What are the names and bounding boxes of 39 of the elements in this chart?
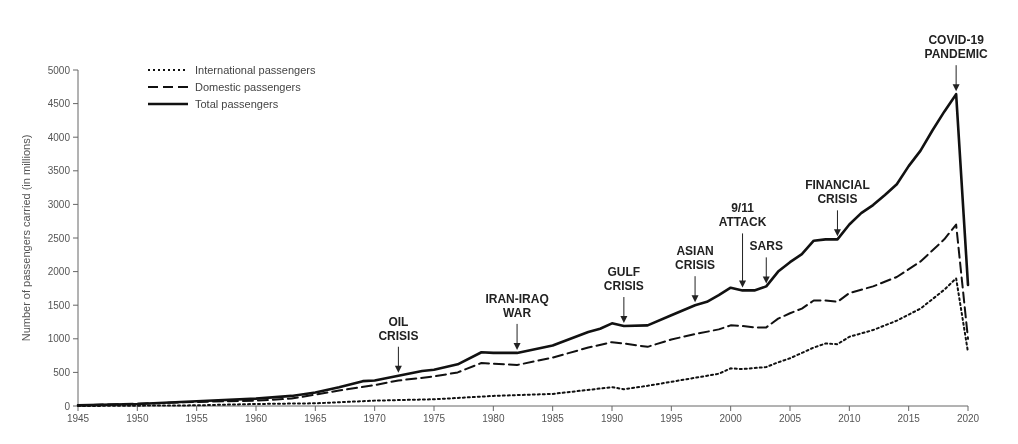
x-tick-label: 1980 [482, 413, 505, 424]
annotation: SARS [749, 239, 783, 254]
y-tick-label: 2500 [47, 232, 71, 244]
annotation: FINANCIAL CRISIS [805, 178, 870, 207]
y-tick-label: 1500 [47, 299, 71, 311]
x-tick-label: 1970 [363, 413, 387, 424]
y-tick-label: 0 [64, 400, 71, 412]
annotation: OIL CRISIS [378, 314, 419, 343]
annotation: ASIAN CRISIS [675, 244, 716, 273]
x-tick-label: 1995 [660, 413, 683, 424]
y-tick-label: 5000 [47, 64, 71, 76]
x-tick-label: 2010 [838, 413, 861, 424]
legend-label: International passengers [195, 63, 316, 76]
annotation: GULF CRISIS [603, 265, 644, 294]
annotation: 9/11 ATTACK [718, 201, 767, 230]
legend-label: Domestic passengers [195, 80, 302, 93]
legend-label: Total passengers [195, 97, 279, 110]
y-tick-label: 500 [53, 366, 71, 378]
x-tick-label: 2020 [956, 413, 980, 424]
x-tick-label: 1990 [600, 413, 624, 424]
x-tick-label: 1965 [304, 413, 327, 424]
y-tick-label: 3500 [47, 165, 71, 177]
y-tick-label: 2000 [47, 266, 71, 278]
x-tick-label: 1985 [541, 413, 565, 424]
x-tick-label: 2005 [778, 413, 802, 424]
x-tick-label: 1960 [244, 413, 268, 424]
x-tick-label: 2000 [719, 413, 743, 424]
y-tick-label: 1000 [47, 333, 71, 345]
x-tick-label: 1945 [66, 413, 90, 424]
x-tick-label: 1950 [126, 413, 149, 424]
x-tick-label: 1975 [422, 413, 446, 424]
y-tick-label: 4500 [47, 98, 71, 110]
annotation: COVID-19 PANDEMIC [924, 33, 989, 62]
y-axis-title: Number of passengers carried (in millions) [20, 134, 32, 342]
x-tick-label: 1955 [185, 413, 209, 424]
y-tick-label: 4000 [47, 131, 71, 143]
x-tick-label: 2015 [897, 413, 921, 424]
y-tick-label: 3000 [47, 198, 71, 210]
annotation: IRAN-IRAQ WAR [485, 291, 549, 320]
